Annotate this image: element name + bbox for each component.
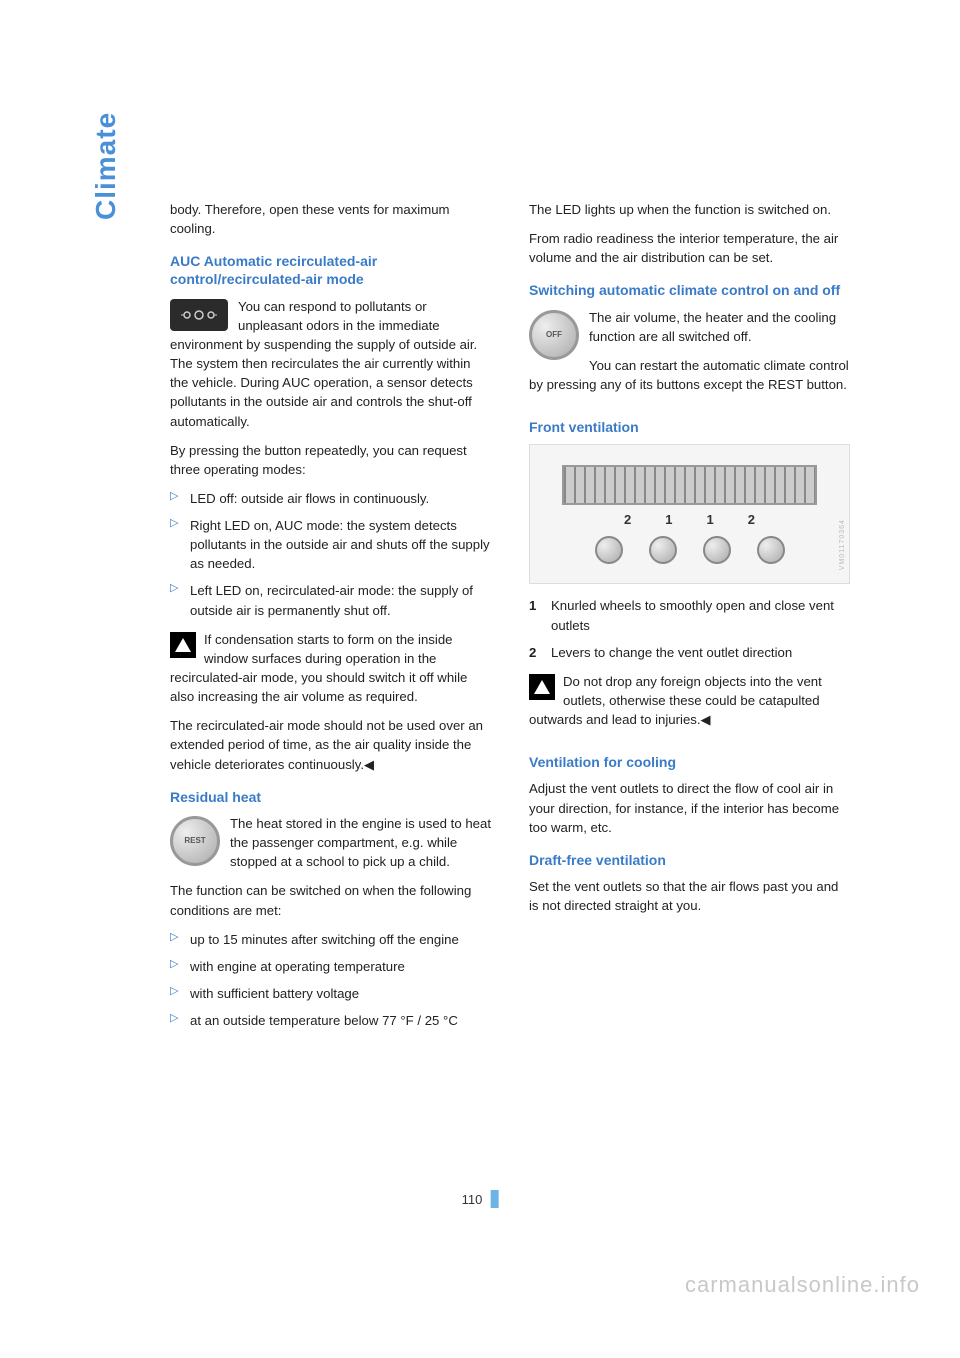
left-column: body. Therefore, open these vents for ma… [170,200,491,1040]
vent-knob-icon [703,536,731,564]
list-item: at an outside temperature below 77 °F / … [170,1011,491,1030]
led-paragraph: The LED lights up when the function is s… [529,200,850,219]
auc-block: You can respond to pollutants or unpleas… [170,297,491,441]
switching-block: OFF The air volume, the heater and the c… [529,308,850,405]
vent-knob-icon [649,536,677,564]
auc-mode-list: LED off: outside air flows in continuous… [170,489,491,620]
vent-label: 2 [748,511,755,530]
vent-label: 1 [665,511,672,530]
list-item: 2 Levers to change the vent outlet direc… [529,643,850,662]
draft-heading: Draft-free ventilation [529,851,850,869]
right-column: The LED lights up when the function is s… [529,200,850,1040]
switching-paragraph-2: You can restart the automatic climate co… [529,356,850,394]
vent-grille-graphic [562,465,817,505]
legend-number: 2 [529,643,536,662]
warning-icon [170,632,196,658]
list-item: up to 15 minutes after switching off the… [170,930,491,949]
front-vent-diagram: 2 1 1 2 VM01170364 [529,444,850,584]
residual-conditions-list: up to 15 minutes after switching off the… [170,930,491,1031]
cooling-paragraph: Adjust the vent outlets to direct the fl… [529,779,850,836]
front-vent-heading: Front ventilation [529,418,850,436]
vent-label-row: 2 1 1 2 [624,511,755,530]
list-item: with sufficient battery voltage [170,984,491,1003]
list-item: LED off: outside air flows in continuous… [170,489,491,508]
residual-paragraph-2: The function can be switched on when the… [170,881,491,919]
vent-legend-list: 1 Knurled wheels to smoothly open and cl… [529,596,850,661]
list-item: 1 Knurled wheels to smoothly open and cl… [529,596,850,634]
list-item: with engine at operating temperature [170,957,491,976]
intro-paragraph: body. Therefore, open these vents for ma… [170,200,491,238]
legend-number: 1 [529,596,536,615]
cooling-heading: Ventilation for cooling [529,753,850,771]
page-number-text: 110 [462,1192,483,1207]
vent-knob-icon [595,536,623,564]
diagram-code: VM01170364 [838,519,848,570]
rest-button-icon: REST [170,816,220,866]
legend-text: Levers to change the vent outlet directi… [551,645,792,660]
vent-label: 1 [707,511,714,530]
auc-warning-text: If condensation starts to form on the in… [170,630,491,707]
vent-warning-text: Do not drop any foreign objects into the… [529,672,850,729]
warning-icon [529,674,555,700]
manual-page: Climate body. Therefore, open these vent… [0,0,960,1358]
auc-warning-block: If condensation starts to form on the in… [170,630,491,717]
watermark: carmanualsonline.info [685,1272,920,1298]
vent-label: 2 [624,511,631,530]
vent-knob-row [595,536,785,564]
vent-warning-block: Do not drop any foreign objects into the… [529,672,850,739]
page-number-accent [490,1190,498,1208]
content-columns: body. Therefore, open these vents for ma… [170,200,850,1040]
list-item: Right LED on, AUC mode: the system detec… [170,516,491,573]
list-item: Left LED on, recirculated-air mode: the … [170,581,491,619]
radio-paragraph: From radio readiness the interior temper… [529,229,850,267]
auc-warning-text-2: The recirculated-air mode should not be … [170,716,491,773]
off-button-icon: OFF [529,310,579,360]
residual-heading: Residual heat [170,788,491,806]
draft-paragraph: Set the vent outlets so that the air flo… [529,877,850,915]
auc-button-icon [170,299,228,331]
page-number: 110 [462,1190,499,1208]
auc-paragraph-2: By pressing the button repeatedly, you c… [170,441,491,479]
switching-heading: Switching automatic climate control on a… [529,281,850,299]
vent-knob-icon [757,536,785,564]
auc-heading: AUC Automatic recirculated-air control/r… [170,252,491,288]
section-title: Climate [90,112,122,220]
legend-text: Knurled wheels to smoothly open and clos… [551,598,834,632]
residual-block: REST The heat stored in the engine is us… [170,814,491,881]
